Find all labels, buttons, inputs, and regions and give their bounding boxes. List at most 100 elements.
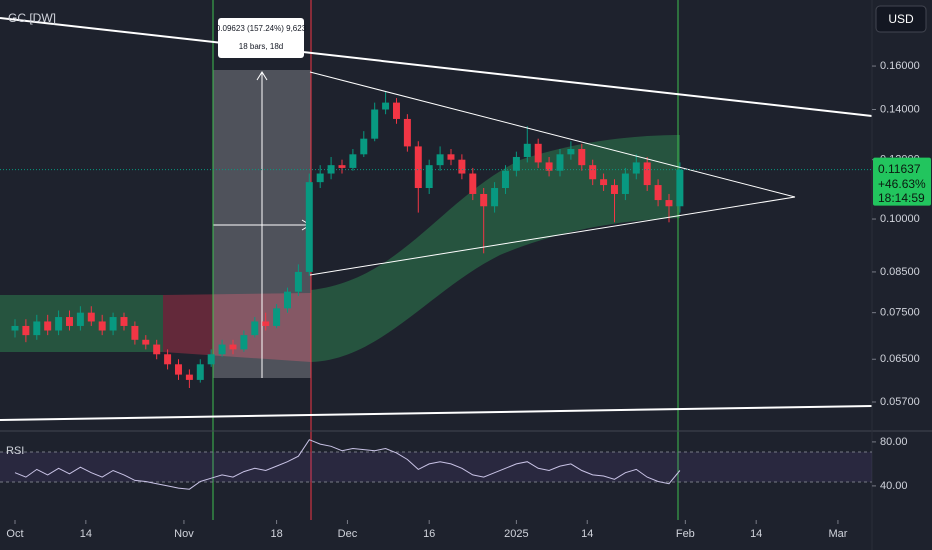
x-tick-label: Mar [828, 528, 847, 540]
candle-body [425, 165, 433, 189]
candle-body [305, 182, 313, 272]
y-tick-label: 0.08500 [880, 266, 920, 278]
candle-body [610, 185, 618, 194]
x-tick-label: Oct [6, 528, 23, 540]
currency[interactable]: USD [888, 12, 914, 26]
candle-body [654, 185, 662, 201]
rsi-band [0, 452, 872, 482]
candle-body [185, 374, 193, 380]
candle-body [164, 354, 172, 365]
candle-body [567, 149, 575, 155]
candle-body [382, 102, 390, 110]
trend-line [0, 17, 873, 117]
candle-body [403, 118, 411, 147]
y-tick-label: 0.05700 [880, 396, 920, 408]
x-tick-label: Nov [174, 528, 194, 540]
candle-body [501, 170, 509, 189]
currency-button[interactable] [875, 5, 927, 33]
measure-arrow-head [256, 71, 268, 81]
rsi-title: RSI [6, 445, 24, 457]
x-tick-label: 16 [423, 528, 435, 540]
x-tick-label: Dec [338, 528, 358, 540]
x-tick-label: 2025 [504, 528, 528, 540]
candle-body [87, 312, 95, 322]
candle-body [65, 317, 73, 326]
candle-body [643, 162, 651, 186]
candle-body [545, 162, 553, 171]
candle-body [294, 271, 302, 292]
candle-body [436, 154, 444, 166]
y-tick-label: 0.06500 [880, 353, 920, 365]
symbol-title: GC [DW] [8, 11, 56, 25]
y-tick-label: 0.14000 [880, 103, 920, 115]
candle-body [283, 291, 291, 309]
candle-body [491, 188, 499, 207]
triangle-line [309, 196, 796, 276]
candle-body [109, 317, 117, 331]
candle-body [153, 344, 161, 355]
candle-body [273, 308, 281, 326]
candle-body [131, 325, 139, 340]
candle-body [589, 165, 597, 180]
y-tick-label: 0.07500 [880, 307, 920, 319]
candle-body [196, 364, 204, 380]
price-label-box [873, 157, 931, 206]
candle-body [98, 321, 106, 331]
candle-body [316, 173, 324, 183]
candle-body [327, 165, 335, 174]
candle-body [360, 138, 368, 155]
candle-body [207, 354, 215, 365]
x-tick-label: 14 [80, 528, 92, 540]
candle-body [600, 179, 608, 186]
candle-body [33, 321, 41, 336]
candle-body [22, 325, 30, 336]
rsi-y-tick-label: 80.00 [880, 436, 908, 448]
triangle-line [309, 71, 796, 198]
candle-body [229, 344, 237, 350]
candle-body [251, 321, 259, 336]
trend-line [0, 405, 873, 421]
price-label: 0.11637 [878, 162, 921, 176]
rsi-y-tick-label: 40.00 [880, 480, 908, 492]
candle-body [218, 344, 226, 355]
candle-body [447, 154, 455, 160]
measure-text: 18 bars, 18d [239, 42, 283, 51]
price-countdown: 18:14:59 [878, 191, 925, 205]
candle-body [480, 193, 488, 207]
candle-body [523, 143, 531, 157]
y-tick-label: 0.16000 [880, 60, 920, 72]
candle-body [469, 173, 477, 194]
x-tick-label: Feb [676, 528, 695, 540]
candle-body [11, 325, 19, 331]
candle-body [174, 364, 182, 375]
candle-body [338, 165, 346, 168]
candle-body [392, 102, 400, 119]
measure-text: 0.09623 (157.24%) 9,623 [216, 24, 307, 33]
candle-body [414, 146, 422, 189]
rsi-line [14, 439, 681, 490]
candle-body [76, 312, 84, 326]
candle-body [44, 321, 52, 331]
x-tick-label: 18 [270, 528, 282, 540]
candle-body [120, 317, 128, 326]
candle-body [665, 200, 673, 207]
x-tick-label: 14 [581, 528, 593, 540]
price-change: +46.63% [878, 177, 926, 191]
candle-body [632, 162, 640, 174]
candle-body [349, 154, 357, 168]
measure-box [218, 18, 304, 58]
candle-body [621, 173, 629, 194]
candle-body [142, 339, 150, 345]
candle-body [262, 321, 270, 326]
candle-body [240, 335, 248, 350]
y-tick-label: 0.10000 [880, 213, 920, 225]
candle-body [371, 109, 379, 139]
candle-body [556, 154, 564, 171]
band-green [311, 135, 680, 362]
candle-body [578, 149, 586, 166]
candle-body [676, 169, 684, 207]
candle-body [458, 159, 466, 174]
candle-body [55, 317, 63, 331]
x-tick-label: 14 [750, 528, 762, 540]
